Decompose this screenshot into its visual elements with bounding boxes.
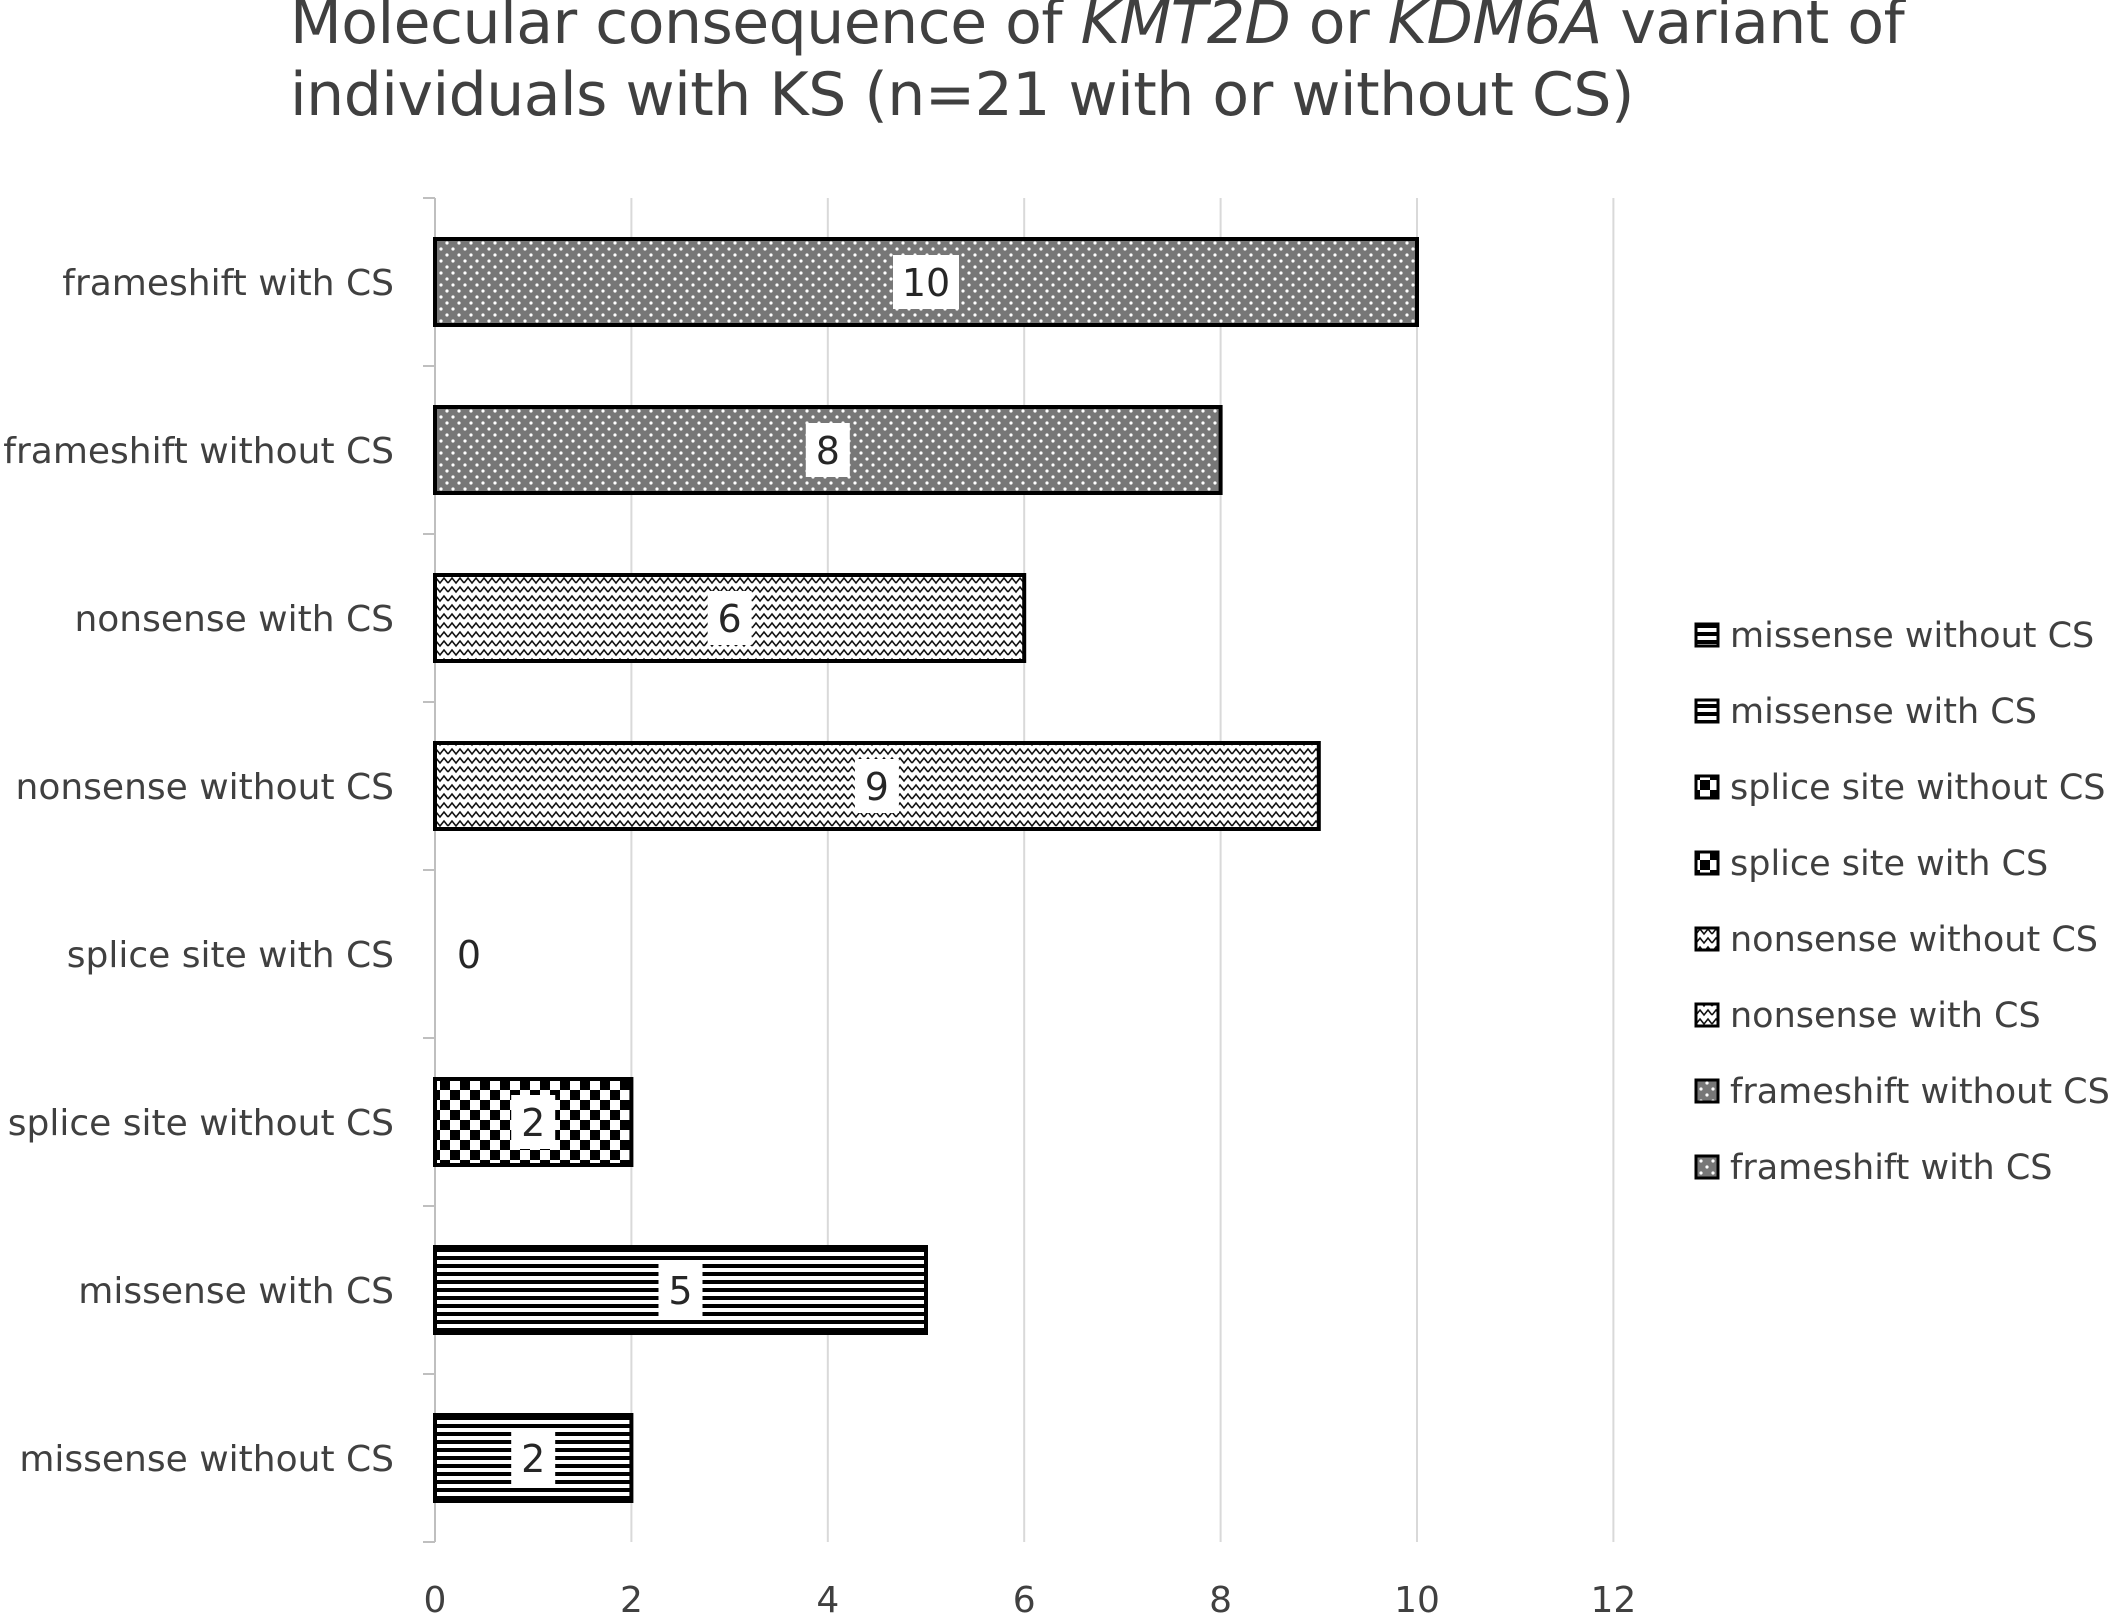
data-label-background — [511, 1095, 556, 1149]
category-label: nonsense with CS — [74, 599, 394, 640]
category-label: frameshift without CS — [3, 431, 394, 472]
title-segment: KDM6A — [1387, 0, 1603, 58]
gridlines — [630, 198, 1615, 1542]
x-tick-label: 0 — [424, 1580, 447, 1615]
legend-swatch — [1694, 1078, 1720, 1104]
x-tick-label: 10 — [1394, 1580, 1440, 1615]
chart-title-line-2: individuals with KS (n=21 with or withou… — [290, 60, 1634, 130]
data-label: 9 — [865, 765, 889, 809]
legend-label: frameshift without CS — [1730, 1072, 2110, 1112]
data-label: 2 — [521, 1101, 545, 1145]
chart-title-line-1: Molecular consequence of KMT2D or KDM6A … — [290, 0, 1905, 58]
legend-label: missense without CS — [1730, 616, 2094, 656]
data-label: 5 — [668, 1269, 692, 1313]
x-axis-ticks: 0 2 4 6 8 10 12 — [424, 1580, 1637, 1615]
category-axis — [423, 197, 436, 1543]
category-label: frameshift with CS — [62, 263, 394, 304]
category-label: nonsense without CS — [16, 767, 395, 808]
x-tick-label: 6 — [1013, 1580, 1036, 1615]
title-segment: KMT2D — [1080, 0, 1291, 58]
data-label: 6 — [718, 597, 742, 641]
legend-swatch — [1694, 926, 1720, 952]
data-label: 2 — [521, 1437, 545, 1481]
data-label: 8 — [816, 429, 840, 473]
legend-label: frameshift with CS — [1730, 1148, 2053, 1188]
title-segment: or — [1290, 0, 1388, 58]
legend-swatch — [1694, 622, 1720, 648]
legend-label: splice site without CS — [1730, 768, 2106, 808]
category-label: splice site without CS — [8, 1103, 394, 1144]
x-tick-label: 8 — [1209, 1580, 1232, 1615]
data-label-background — [707, 591, 752, 645]
data-label-background — [511, 1431, 556, 1485]
category-label: missense without CS — [19, 1439, 394, 1480]
legend-label: nonsense without CS — [1730, 920, 2098, 960]
legend: missense without CS missense with CS splic… — [1694, 616, 2110, 1188]
legend-label: splice site with CS — [1730, 844, 2048, 884]
legend-label: missense with CS — [1730, 692, 2037, 732]
data-label-background — [805, 423, 850, 477]
legend-swatch — [1694, 774, 1720, 800]
legend-swatch — [1694, 698, 1720, 724]
x-tick-label: 4 — [816, 1580, 839, 1615]
x-tick-label: 12 — [1590, 1580, 1636, 1615]
data-label-background — [893, 255, 959, 309]
category-label: splice site with CS — [67, 935, 394, 976]
title-segment: Molecular consequence of — [290, 0, 1081, 58]
legend-swatch — [1694, 1002, 1720, 1028]
bars — [433, 237, 1419, 1503]
data-label: 10 — [902, 261, 950, 305]
x-tick-label: 2 — [620, 1580, 643, 1615]
bar-splice-site-without-CS — [433, 1077, 634, 1167]
data-label: 0 — [457, 933, 481, 977]
category-label: missense with CS — [78, 1271, 394, 1312]
legend-swatch — [1694, 850, 1720, 876]
data-labels: 2 5 2 0 9 6 8 10 — [457, 255, 959, 1485]
data-label-background — [658, 1263, 703, 1317]
legend-swatch — [1694, 1154, 1720, 1180]
title-segment: variant of — [1601, 0, 1905, 58]
data-label-background — [854, 759, 899, 813]
title-segment: individuals with KS (n=21 with or withou… — [290, 60, 1634, 130]
legend-label: nonsense with CS — [1730, 996, 2041, 1036]
category-labels: missense without CS missense with CS splic… — [3, 263, 394, 1480]
